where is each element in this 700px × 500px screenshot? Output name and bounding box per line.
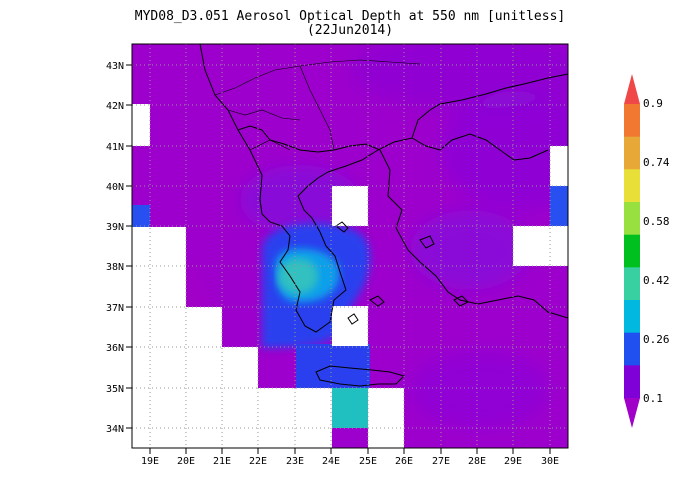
lon-tick-label: 25E [359,456,377,467]
cyan-core [278,258,318,294]
lon-tick-label: 21E [213,456,231,467]
tick-marks [126,64,551,454]
colorbar-label: 0.1 [643,392,663,405]
colorbar-segment [624,332,640,366]
colorbar-label: 0.42 [643,274,670,287]
colorbar-label: 0.74 [643,156,670,169]
colorbar-segment [624,234,640,268]
colorbar-segment [624,365,640,399]
colorbar-bottom-arrow [624,398,640,428]
lat-tick-label: 42N [106,101,124,112]
lon-tick-label: 24E [322,456,340,467]
colorbar-segment [624,300,640,334]
no-data-cells [132,104,568,448]
lon-tick-label: 30E [541,456,559,467]
lat-tick-label: 34N [106,424,124,435]
lat-tick-label: 40N [106,182,124,193]
lon-tick-label: 20E [177,456,195,467]
title-line-2: (22Jun2014) [306,23,394,38]
coastlines [199,44,568,387]
field-variations [132,44,568,430]
lon-tick-label: 22E [249,456,267,467]
colorbar-label: 0.26 [643,333,670,346]
colorbar-label: 0.58 [643,215,670,228]
lon-labels: 19E 20E 21E 22E 23E 24E 25E 26E 27E 28E … [141,456,559,467]
colorbar-segment [624,136,640,170]
map-title: MYD08_D3.051 Aerosol Optical Depth at 55… [130,10,570,38]
lon-tick-label: 29E [504,456,522,467]
gridlines [132,44,568,448]
lon-tick-label: 26E [395,456,413,467]
colorbar-segment [624,267,640,301]
colorbar: 0.9 0.74 0.58 0.42 0.26 0.1 [624,74,670,428]
lon-tick-label: 23E [286,456,304,467]
colorbar-segment [624,169,640,203]
title-line-1: MYD08_D3.051 Aerosol Optical Depth at 55… [134,9,566,24]
lat-tick-label: 41N [106,142,124,153]
lat-labels: 43N 42N 41N 40N 39N 38N 37N 36N 35N 34N [106,61,124,435]
aerosol-field [132,44,568,448]
lon-tick-label: 27E [432,456,450,467]
lat-tick-label: 43N [106,61,124,72]
colorbar-label: 0.9 [643,97,663,110]
colorbar-segment [624,202,640,236]
map-frame [131,43,569,449]
lat-tick-label: 39N [106,222,124,233]
lat-tick-label: 37N [106,303,124,314]
lon-tick-label: 28E [468,456,486,467]
blue-patch-west [132,205,150,227]
lat-tick-label: 38N [106,262,124,273]
colorbar-segment [624,104,640,138]
colorbar-top-arrow [624,74,640,104]
blue-patch-east [550,185,568,227]
cyan-patch-south [332,388,368,428]
lat-tick-label: 36N [106,343,124,354]
colorbar-segments [624,74,640,428]
colorbar-labels: 0.9 0.74 0.58 0.42 0.26 0.1 [643,97,670,405]
lat-tick-label: 35N [106,384,124,395]
lon-tick-label: 19E [141,456,159,467]
